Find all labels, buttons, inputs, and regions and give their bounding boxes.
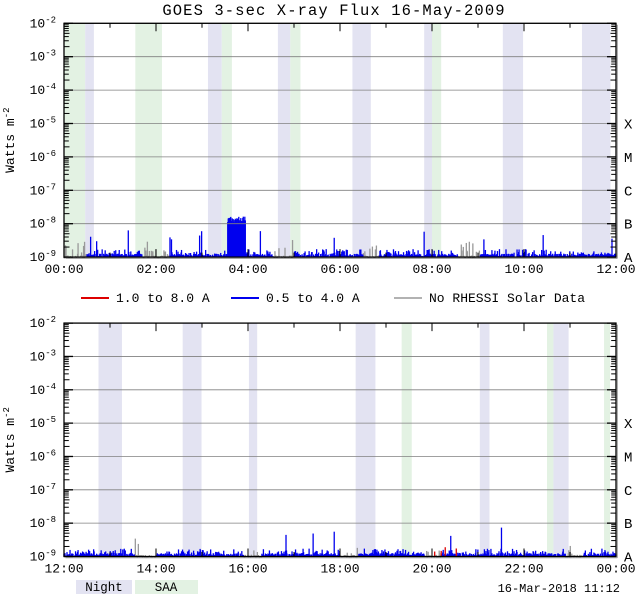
svg-text:22:00: 22:00 xyxy=(504,562,543,577)
svg-text:X: X xyxy=(624,118,633,134)
svg-text:16-Mar-2018 11:12: 16-Mar-2018 11:12 xyxy=(498,582,620,596)
svg-text:12:00: 12:00 xyxy=(44,562,83,577)
svg-text:04:00: 04:00 xyxy=(228,262,267,277)
svg-text:B: B xyxy=(624,218,632,234)
svg-text:C: C xyxy=(624,184,632,200)
svg-text:18:00: 18:00 xyxy=(320,562,359,577)
svg-text:12:00: 12:00 xyxy=(596,262,635,277)
svg-text:1.0 to 8.0 A: 1.0 to 8.0 A xyxy=(116,291,210,306)
svg-text:SAA: SAA xyxy=(155,581,178,595)
svg-text:X: X xyxy=(624,417,633,433)
svg-text:08:00: 08:00 xyxy=(412,262,451,277)
svg-text:02:00: 02:00 xyxy=(136,262,175,277)
svg-text:C: C xyxy=(624,484,632,500)
svg-text:M: M xyxy=(624,151,632,167)
svg-text:16:00: 16:00 xyxy=(228,562,267,577)
svg-text:M: M xyxy=(624,450,632,466)
svg-text:10:00: 10:00 xyxy=(504,262,543,277)
svg-text:Night: Night xyxy=(85,581,123,595)
svg-text:B: B xyxy=(624,517,632,533)
svg-text:06:00: 06:00 xyxy=(320,262,359,277)
svg-text:GOES 3-sec X-ray Flux 16-May: GOES 3-sec X-ray Flux 16-May-2009 xyxy=(162,2,505,20)
svg-text:00:00: 00:00 xyxy=(44,262,83,277)
svg-text:00:00: 00:00 xyxy=(596,562,635,577)
svg-text:0.5 to 4.0 A: 0.5 to 4.0 A xyxy=(266,291,360,306)
svg-text:20:00: 20:00 xyxy=(412,562,451,577)
svg-text:No RHESSI Solar Data: No RHESSI Solar Data xyxy=(429,291,585,306)
svg-text:14:00: 14:00 xyxy=(136,562,175,577)
